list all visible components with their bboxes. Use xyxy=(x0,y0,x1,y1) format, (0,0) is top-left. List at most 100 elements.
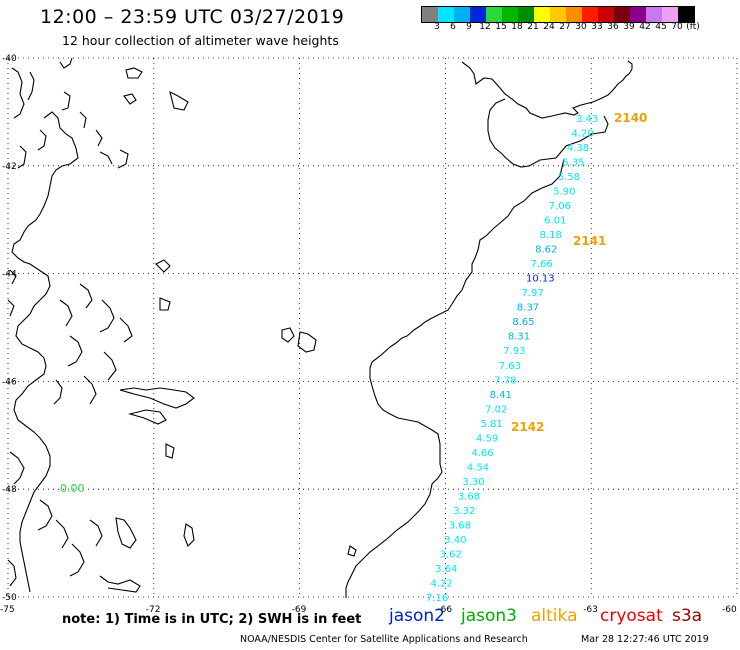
wave-height-points: 3.43 4.20 4.38 5.35 5.58 5.90 7.06 6.01 8.18 8.62… xyxy=(426,114,598,604)
legend-cryosat: cryosat xyxy=(600,606,663,626)
wave-height-value: 5.58 xyxy=(558,172,580,183)
wave-height-value: 3.43 xyxy=(576,114,598,125)
longitude-label: -60 xyxy=(722,605,737,615)
scale-swatch xyxy=(422,7,438,22)
longitude-label: -72 xyxy=(146,605,161,615)
legend-jason3: jason3 xyxy=(461,606,517,626)
legend-s3a: s3a xyxy=(672,606,703,626)
scale-label: 39 xyxy=(623,22,635,32)
scale-swatch xyxy=(534,7,550,22)
lake-patagonia-1 xyxy=(119,387,195,409)
wave-height-value: 3.40 xyxy=(444,535,466,546)
pass-number-label: 2141 xyxy=(573,234,606,248)
latitude-labels: -40 -42 -44 -46 -48 -50 xyxy=(2,54,17,603)
chile-islands-north xyxy=(11,67,129,169)
wave-height-value: 10.13 xyxy=(526,274,555,285)
longitude-label: -63 xyxy=(583,605,598,615)
wave-height-value: 7.93 xyxy=(503,346,525,357)
legend-altika: altika xyxy=(531,606,578,626)
scale-swatch xyxy=(630,7,646,22)
wave-height-value: 8.37 xyxy=(517,303,539,314)
latitude-label: -44 xyxy=(2,270,17,280)
scale-label: 70 xyxy=(671,22,683,32)
coastline xyxy=(7,57,633,598)
grid xyxy=(7,57,738,598)
wave-height-value: 5.81 xyxy=(481,419,503,430)
argentina-coastline xyxy=(345,60,633,598)
scale-swatch xyxy=(502,7,518,22)
islet-east-2 xyxy=(297,331,317,353)
islet-east-4 xyxy=(165,443,175,459)
scale-label: 36 xyxy=(607,22,619,32)
scale-swatch xyxy=(646,7,662,22)
scale-label: 9 xyxy=(466,22,472,32)
wave-height-value: 8.65 xyxy=(512,317,534,328)
wave-height-value: 3.64 xyxy=(435,564,457,575)
scale-swatch xyxy=(486,7,502,22)
longitude-labels: -75 -72 -69 -66 -63 -60 xyxy=(0,605,737,615)
jason3-track-remnant: 0.00 xyxy=(60,482,85,495)
scale-label: (ft) xyxy=(686,22,700,32)
wave-height-value: 3.32 xyxy=(453,506,475,517)
islet-east-1 xyxy=(281,327,295,343)
islet-east-3 xyxy=(159,297,171,311)
wave-height-value: 7.78 xyxy=(494,375,516,386)
scale-swatch xyxy=(614,7,630,22)
wave-height-value: 8.41 xyxy=(490,390,512,401)
scale-label: 24 xyxy=(543,22,555,32)
longitude-label: -66 xyxy=(437,605,452,615)
color-scale-labels: 3 6 9 12 15 18 21 24 27 30 33 36 39 42 45 70 (ft) xyxy=(421,22,740,34)
wave-height-value: 4.54 xyxy=(467,462,489,473)
wave-height-value: 4.66 xyxy=(471,448,493,459)
scale-label: 33 xyxy=(591,22,603,32)
wave-height-value: 8.62 xyxy=(535,245,557,256)
chile-coastline xyxy=(11,57,79,593)
lake-south-2 xyxy=(183,523,195,547)
latitude-label: -48 xyxy=(2,485,17,495)
longitude-label: -75 xyxy=(0,605,15,615)
wave-height-value: 7.66 xyxy=(531,259,553,270)
lake-south-1 xyxy=(115,517,137,549)
units-note: note: 1) Time is in UTC; 2) SWH is in fe… xyxy=(62,612,362,627)
scale-label: 42 xyxy=(639,22,651,32)
wave-height-value: 3.68 xyxy=(458,491,480,502)
chile-islands-south xyxy=(7,269,141,593)
scale-swatch xyxy=(598,7,614,22)
scale-swatch xyxy=(550,7,566,22)
pass-number-labels: 2140 2141 2142 xyxy=(511,111,647,434)
wave-height-value: 8.18 xyxy=(540,230,562,241)
green-track-fragment: 0.00 xyxy=(60,482,85,495)
scale-swatch xyxy=(662,7,678,22)
scale-label: 30 xyxy=(575,22,587,32)
longitude-label: -69 xyxy=(292,605,307,615)
wave-height-value: 4.59 xyxy=(476,433,498,444)
scale-swatch xyxy=(566,7,582,22)
pass-number-label: 2142 xyxy=(511,420,544,434)
scale-swatch xyxy=(678,7,694,22)
lake-north-2 xyxy=(123,93,137,105)
legend-jason2: jason2 xyxy=(389,606,445,626)
wave-height-value: 7.06 xyxy=(549,201,571,212)
wave-height-value: 7.02 xyxy=(485,404,507,415)
pass-number-label: 2140 xyxy=(614,111,647,125)
wave-height-value: 7.16 xyxy=(426,593,448,604)
wave-height-value: 4.38 xyxy=(567,143,589,154)
scale-label: 12 xyxy=(479,22,491,32)
lake-north-4 xyxy=(155,259,171,273)
wave-height-value: 5.35 xyxy=(562,158,584,169)
scale-swatch xyxy=(438,7,454,22)
latitude-label: -40 xyxy=(2,54,17,64)
wave-height-value: 3.62 xyxy=(440,549,462,560)
latitude-label: -42 xyxy=(2,162,17,172)
scale-label: 45 xyxy=(655,22,667,32)
wave-height-value: 3.68 xyxy=(449,520,471,531)
scale-label: 3 xyxy=(434,22,440,32)
generation-timestamp: Mar 28 12:27:46 UTC 2019 xyxy=(581,634,709,645)
scale-swatch xyxy=(470,7,486,22)
scale-label: 6 xyxy=(450,22,456,32)
scale-label: 15 xyxy=(495,22,507,32)
wave-height-value: 3.30 xyxy=(462,477,484,488)
scale-label: 27 xyxy=(559,22,571,32)
wave-height-value: 7.97 xyxy=(521,288,543,299)
